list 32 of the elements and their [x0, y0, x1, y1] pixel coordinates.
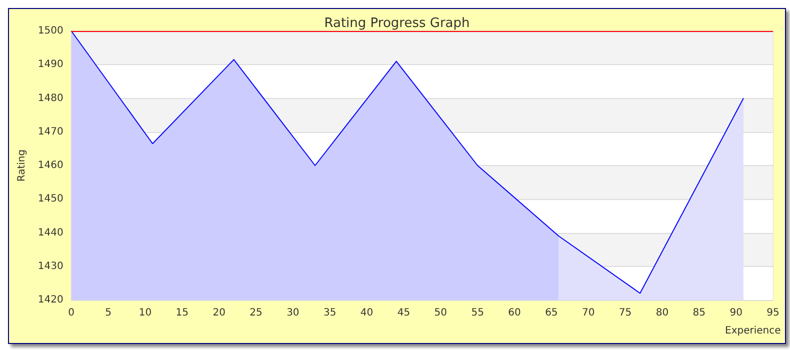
- x-tick-label: 95: [766, 308, 780, 318]
- y-axis-title: Rating: [16, 149, 28, 182]
- x-axis-title: Experience: [725, 326, 781, 336]
- x-tick-label: 25: [250, 308, 262, 318]
- x-tick-label: 90: [730, 308, 742, 318]
- x-tick-label: 85: [692, 308, 706, 318]
- x-tick-label: 70: [582, 308, 595, 318]
- x-tick-label: 15: [176, 308, 189, 318]
- x-tick-label: 20: [212, 308, 226, 318]
- x-tick-label: 75: [618, 308, 632, 318]
- x-tick-label: 40: [360, 308, 374, 318]
- y-tick-label: 1450: [38, 194, 64, 205]
- x-tick-label: 65: [545, 308, 558, 318]
- y-tick-label: 1480: [38, 92, 64, 104]
- y-tick-label: 1500: [38, 26, 64, 36]
- y-tick-label: 1440: [38, 227, 64, 238]
- y-tick-label: 1430: [38, 260, 64, 272]
- x-tick-label: 55: [471, 308, 484, 318]
- y-tick-label: 1420: [38, 294, 64, 306]
- x-tick-label: 50: [434, 308, 448, 318]
- x-tick-label: 10: [138, 308, 152, 318]
- x-tick-label: 30: [286, 308, 300, 318]
- x-tick-label: 45: [397, 308, 410, 318]
- x-tick-label: 35: [323, 308, 336, 318]
- x-tick-label: 0: [68, 308, 75, 318]
- y-tick-label: 1490: [38, 59, 64, 70]
- y-tick-label: 1470: [38, 126, 64, 138]
- y-tick-label: 1460: [38, 160, 64, 171]
- x-tick-label: 60: [508, 308, 521, 318]
- chart-title: Rating Progress Graph: [324, 16, 470, 31]
- x-tick-label: 5: [105, 308, 112, 318]
- x-tick-label: 80: [656, 308, 669, 318]
